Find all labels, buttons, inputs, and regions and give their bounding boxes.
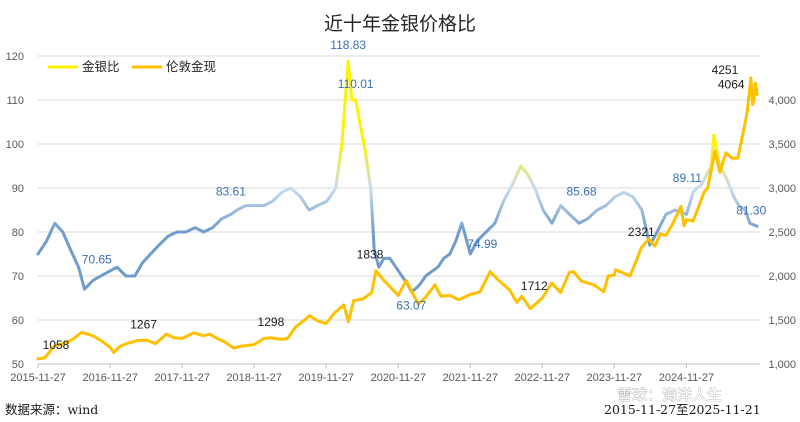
y-left-tick-label: 60 bbox=[12, 315, 24, 327]
y-right-tick-label: 1,500 bbox=[768, 315, 796, 327]
annotation-ratio: 110.01 bbox=[338, 77, 374, 91]
legend: 金银比 伦敦金现 bbox=[48, 59, 216, 74]
y-left-tick-label: 120 bbox=[6, 51, 24, 63]
x-tick-label: 2022-11-27 bbox=[515, 372, 570, 384]
y-left-tick-label: 110 bbox=[6, 95, 24, 107]
y-left-tick-label: 100 bbox=[6, 139, 24, 151]
annotation-gold: 1712 bbox=[521, 279, 548, 293]
annotation-ratio: 81.30 bbox=[736, 203, 766, 217]
chart-title: 近十年金银价格比 bbox=[324, 13, 476, 35]
y-left-tick-label: 80 bbox=[12, 227, 24, 239]
annotation-gold: 1058 bbox=[43, 338, 70, 352]
x-tick-label: 2019-11-27 bbox=[298, 372, 353, 384]
date-range-note: 2015-11-27至2025-11-21 bbox=[604, 402, 761, 417]
legend-label-gold: 伦敦金现 bbox=[166, 59, 216, 74]
annotation-gold: 1267 bbox=[130, 318, 157, 332]
x-tick-label: 2021-11-27 bbox=[443, 372, 498, 384]
annotation-ratio: 118.83 bbox=[330, 38, 366, 52]
x-tick-label: 2015-11-27 bbox=[10, 372, 65, 384]
annotation-gold: 1838 bbox=[357, 248, 384, 262]
y-right-tick-label: 3,000 bbox=[768, 183, 796, 195]
x-tick-label: 2018-11-27 bbox=[226, 372, 281, 384]
y-left-tick-label: 70 bbox=[12, 271, 24, 283]
y-left-axis-ticks: 50 60 70 80 90 100 110 120 bbox=[6, 51, 24, 371]
y-right-tick-label: 3,500 bbox=[768, 139, 796, 151]
y-right-axis-ticks: 1,000 1,500 2,000 2,500 3,000 3,500 4,000 bbox=[768, 95, 796, 371]
y-right-tick-label: 2,500 bbox=[768, 227, 796, 239]
annotation-ratio: 83.61 bbox=[216, 185, 246, 199]
annotation-ratio: 63.07 bbox=[396, 298, 426, 312]
annotations-layer: 118.83 110.01 83.61 70.65 63.07 74.99 85.68 89.… bbox=[43, 38, 767, 352]
annotation-gold: 1298 bbox=[258, 315, 285, 329]
annotation-gold: 4064 bbox=[718, 77, 745, 91]
annotation-ratio: 74.99 bbox=[467, 237, 497, 251]
y-right-tick-label: 1,000 bbox=[768, 359, 796, 371]
annotation-ratio: 85.68 bbox=[567, 185, 597, 199]
legend-label-ratio: 金银比 bbox=[82, 59, 120, 74]
source-note: 数据来源：wind bbox=[5, 402, 98, 417]
grid-lines bbox=[38, 55, 760, 365]
series-line-ratio bbox=[36, 59, 759, 293]
x-axis-ticks: 2015-11-27 2016-11-27 2017-11-27 2018-11-27… bbox=[10, 364, 714, 384]
x-tick-label: 2023-11-27 bbox=[587, 372, 642, 384]
x-tick-label: 2020-11-27 bbox=[371, 372, 426, 384]
watermark: 雪球：海洋人生 bbox=[617, 386, 722, 404]
y-left-tick-label: 50 bbox=[12, 359, 24, 371]
y-right-tick-label: 2,000 bbox=[768, 271, 796, 283]
annotation-ratio: 89.11 bbox=[673, 171, 702, 185]
y-left-tick-label: 90 bbox=[12, 183, 24, 195]
annotation-gold: 4251 bbox=[712, 63, 739, 77]
series-layer bbox=[36, 59, 759, 361]
x-tick-label: 2024-11-27 bbox=[659, 372, 714, 384]
x-tick-label: 2017-11-27 bbox=[154, 372, 209, 384]
y-right-tick-label: 4,000 bbox=[768, 95, 796, 107]
series-line-gold bbox=[36, 76, 759, 361]
x-tick-label: 2016-11-27 bbox=[82, 372, 137, 384]
annotation-ratio: 70.65 bbox=[82, 253, 112, 267]
annotation-gold: 2321 bbox=[628, 225, 655, 239]
